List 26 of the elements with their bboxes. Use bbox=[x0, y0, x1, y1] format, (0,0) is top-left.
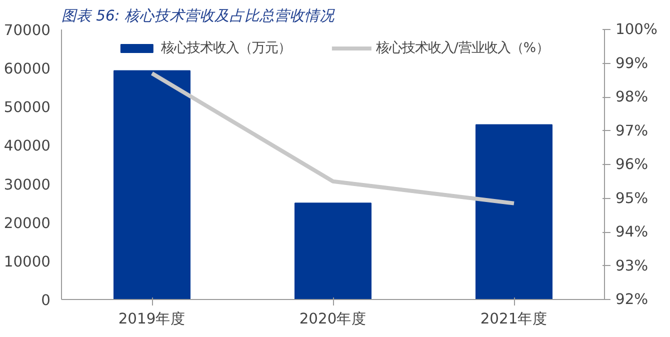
y-tick-label: 30000 bbox=[4, 176, 50, 194]
y-tick-label: 70000 bbox=[4, 22, 50, 39]
y2-tick-label: 99% bbox=[616, 54, 648, 72]
y2-tick-label: 100% bbox=[616, 21, 658, 38]
y-tick-label: 40000 bbox=[4, 138, 50, 155]
y2-tick-label: 98% bbox=[616, 88, 648, 106]
bar bbox=[294, 202, 372, 300]
legend-label: 核心技术收入（万元） bbox=[160, 40, 291, 57]
x-tick-label: 2019年度 bbox=[118, 310, 186, 328]
y2-tick-label: 96% bbox=[616, 156, 648, 173]
y2-tick-label: 95% bbox=[616, 190, 648, 207]
x-tick-label: 2021年度 bbox=[480, 310, 548, 328]
y-tick-label: 50000 bbox=[4, 99, 50, 116]
y2-tick-label: 97% bbox=[616, 122, 648, 140]
y-tick-label: 60000 bbox=[4, 60, 50, 78]
legend-label: 核心技术收入/营业收入（%） bbox=[376, 40, 550, 57]
y-tick-label: 10000 bbox=[4, 253, 50, 270]
bar bbox=[113, 70, 191, 300]
y2-tick-label: 94% bbox=[616, 224, 648, 240]
x-tick-label: 2020年度 bbox=[299, 310, 367, 328]
y-tick-label: 0 bbox=[41, 292, 51, 309]
bar bbox=[475, 124, 553, 300]
y-tick-label: 20000 bbox=[4, 214, 50, 232]
chart-title: 图表 56: 核心技术营收及占比总营收情况 bbox=[62, 8, 336, 24]
y2-tick-label: 92% bbox=[616, 291, 648, 308]
y2-tick-label: 93% bbox=[616, 257, 648, 274]
